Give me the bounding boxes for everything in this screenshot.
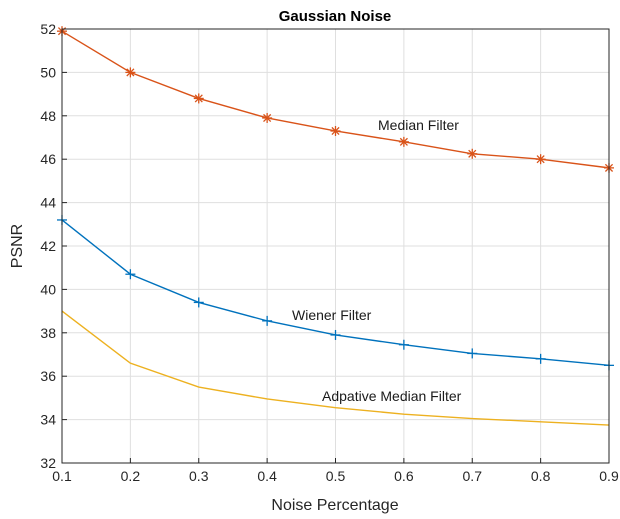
data-point — [535, 353, 546, 364]
data-point — [535, 154, 546, 165]
data-point — [193, 297, 204, 308]
annotation-layer: Median Filter Wiener Filter Adpative Media… — [292, 117, 462, 404]
x-tick-label: 0.7 — [463, 468, 483, 484]
data-point — [398, 339, 409, 350]
data-point — [330, 329, 341, 340]
data-point — [125, 269, 136, 280]
x-axis-label: Noise Percentage — [271, 497, 398, 514]
series-adpative-median-filter — [61, 310, 610, 426]
data-point — [262, 112, 273, 123]
y-axis-label: PSNR — [9, 224, 26, 268]
data-point — [193, 93, 204, 104]
y-tick-label: 42 — [40, 238, 56, 254]
x-tick-label: 0.4 — [257, 468, 277, 484]
data-point — [398, 136, 409, 147]
data-point — [125, 67, 136, 78]
annotation-label: Adpative Median Filter — [322, 388, 462, 404]
data-point — [262, 315, 273, 326]
tick-layer: 0.1 0.2 0.3 0.4 0.5 0.6 0.7 0.8 0.9 32 34 36 38 40 42 4… — [40, 21, 619, 484]
chart-title: Gaussian Noise — [279, 8, 392, 25]
series-line — [61, 310, 610, 426]
y-tick-label: 32 — [40, 455, 56, 471]
data-point — [330, 125, 341, 136]
x-tick-label: 0.8 — [531, 468, 551, 484]
x-tick-label: 0.6 — [394, 468, 414, 484]
y-tick-label: 40 — [40, 281, 56, 297]
x-tick-label: 0.3 — [189, 468, 209, 484]
x-tick-label: 0.5 — [326, 468, 346, 484]
y-tick-label: 38 — [40, 325, 56, 341]
x-tick-label: 0.9 — [599, 468, 619, 484]
data-point — [467, 148, 478, 159]
y-tick-label: 46 — [40, 151, 56, 167]
annotation-label: Median Filter — [378, 117, 459, 133]
series-wiener-filter — [57, 214, 614, 371]
y-tick-label: 50 — [40, 64, 56, 80]
y-tick-label: 36 — [40, 368, 56, 384]
y-tick-label: 44 — [40, 195, 56, 211]
data-point — [467, 348, 478, 359]
series-layer — [57, 26, 614, 426]
y-tick-label: 48 — [40, 108, 56, 124]
y-tick-label: 52 — [40, 21, 56, 37]
x-tick-label: 0.2 — [121, 468, 141, 484]
x-tick-label: 0.1 — [52, 468, 72, 484]
y-tick-label: 34 — [40, 412, 56, 428]
annotation-label: Wiener Filter — [292, 307, 372, 323]
